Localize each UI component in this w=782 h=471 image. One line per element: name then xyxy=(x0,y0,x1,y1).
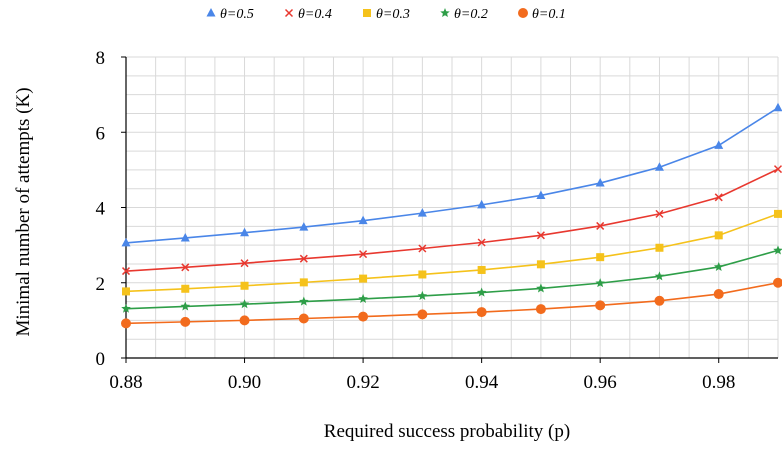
data-point xyxy=(418,270,426,278)
x-tick-label: 0.98 xyxy=(702,372,735,393)
legend-marker xyxy=(207,8,216,17)
data-point xyxy=(359,275,367,283)
legend-marker xyxy=(286,10,293,17)
legend-label: θ=0.5 xyxy=(220,7,254,22)
data-point xyxy=(655,244,663,252)
data-point xyxy=(595,300,605,310)
data-point xyxy=(774,210,782,218)
data-point xyxy=(773,278,782,288)
data-point xyxy=(537,260,545,268)
x-tick-label: 0.90 xyxy=(228,372,261,393)
data-point xyxy=(240,315,250,325)
legend-marker xyxy=(518,8,528,18)
data-point xyxy=(358,312,368,322)
legend-label: θ=0.1 xyxy=(532,7,566,22)
x-axis-title: Required success probability (p) xyxy=(324,421,570,442)
x-tick-label: 0.92 xyxy=(346,372,379,393)
data-point xyxy=(714,140,723,149)
legend-item: θ=0.5 xyxy=(207,7,254,22)
legend-item: θ=0.2 xyxy=(440,7,488,22)
data-point xyxy=(122,287,130,295)
y-tick-label: 4 xyxy=(96,199,106,220)
data-point xyxy=(654,296,664,306)
x-tick-label: 0.96 xyxy=(584,372,617,393)
legend-item: θ=0.3 xyxy=(363,7,410,22)
legend-marker xyxy=(440,8,450,17)
data-point xyxy=(181,285,189,293)
legend-label: θ=0.4 xyxy=(298,7,332,22)
data-point xyxy=(417,309,427,319)
legend-label: θ=0.2 xyxy=(454,7,488,22)
axes: 0.88 0.90 0.92 0.94 0.96 0.98 0 2 4 6 8 xyxy=(96,48,779,393)
data-point xyxy=(536,304,546,314)
data-point xyxy=(477,307,487,317)
data-point xyxy=(774,103,782,112)
data-point xyxy=(714,289,724,299)
data-point xyxy=(241,282,249,290)
x-tick-label: 0.88 xyxy=(109,372,142,393)
y-tick-label: 2 xyxy=(96,274,106,295)
data-point xyxy=(715,231,723,239)
data-point xyxy=(478,266,486,274)
y-tick-label: 6 xyxy=(96,123,106,144)
y-tick-label: 8 xyxy=(96,48,106,69)
data-point xyxy=(300,278,308,286)
data-point xyxy=(596,253,604,261)
legend-item: θ=0.4 xyxy=(286,7,332,22)
data-point xyxy=(299,313,309,323)
x-tick-label: 0.94 xyxy=(465,372,499,393)
data-point xyxy=(180,317,190,327)
legend-item: θ=0.1 xyxy=(518,7,566,22)
legend-marker xyxy=(363,9,371,17)
legend: θ=0.5 θ=0.4 θ=0.3 θ=0.2 θ=0.1 xyxy=(207,7,566,22)
data-point xyxy=(121,318,131,328)
y-tick-label: 0 xyxy=(96,349,106,370)
legend-label: θ=0.3 xyxy=(376,7,410,22)
y-axis-title: Minimal number of attempts (K) xyxy=(13,87,34,336)
